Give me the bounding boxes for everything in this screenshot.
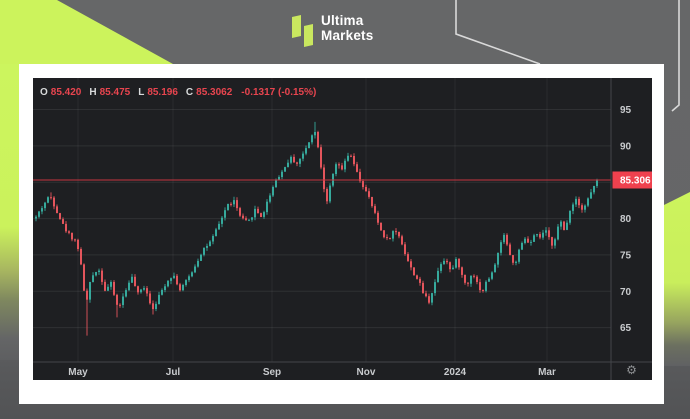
close-value: 85.3062 xyxy=(196,87,233,98)
svg-text:80: 80 xyxy=(620,214,632,225)
svg-text:75: 75 xyxy=(620,250,632,261)
svg-text:May: May xyxy=(68,367,88,378)
brand-name: Ultima Markets xyxy=(321,13,373,43)
svg-text:90: 90 xyxy=(620,141,632,152)
candles xyxy=(35,121,598,336)
svg-text:85.306: 85.306 xyxy=(620,176,651,187)
settings-gear-icon[interactable]: ⚙ xyxy=(626,363,637,377)
svg-text:Sep: Sep xyxy=(263,367,281,378)
svg-text:Jul: Jul xyxy=(166,367,181,378)
gridlines xyxy=(33,78,611,362)
brand-lime-strip-left xyxy=(0,64,19,360)
svg-text:95: 95 xyxy=(620,105,632,116)
brand-name-line1: Ultima xyxy=(321,13,364,28)
time-axis-labels[interactable]: May Jul Sep Nov 2024 Mar xyxy=(68,367,556,378)
svg-text:2024: 2024 xyxy=(444,367,467,378)
svg-text:70: 70 xyxy=(620,287,632,298)
open-label: O xyxy=(40,87,48,98)
price-axis-labels[interactable]: 95 90 80 75 70 65 xyxy=(620,105,632,334)
open-value: 85.420 xyxy=(50,87,82,98)
last-price-badge: 85.306 xyxy=(612,171,652,189)
close-label: C xyxy=(185,87,194,98)
svg-text:65: 65 xyxy=(620,323,632,334)
svg-text:Nov: Nov xyxy=(357,367,376,378)
brand-lime-strip-right xyxy=(664,192,690,366)
svg-text:Mar: Mar xyxy=(538,367,556,378)
change-value: -0.1317 (-0.15%) xyxy=(241,87,317,98)
high-value: 85.475 xyxy=(99,87,131,98)
brand-logo: Ultima Markets xyxy=(292,13,373,49)
brand-name-line2: Markets xyxy=(321,28,374,43)
candlestick-chart[interactable]: 95 90 80 75 70 65 85.306 May Jul Sep Nov 2024 Mar xyxy=(33,78,652,380)
ohlc-readout: O 85.420 H 85.475 L 85.196 C 85.3062 -0.1317 (-0… xyxy=(40,87,324,98)
low-value: 85.196 xyxy=(147,87,178,98)
ultima-logo-icon xyxy=(292,13,314,49)
low-label: L xyxy=(138,87,145,98)
high-label: H xyxy=(89,87,97,98)
